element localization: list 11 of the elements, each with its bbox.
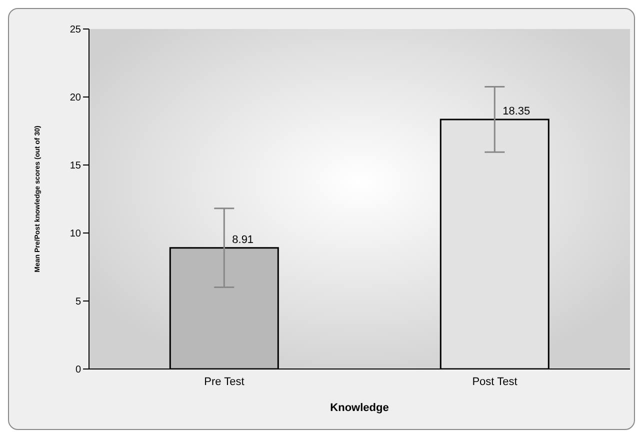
y-tick-label: 25 — [70, 24, 82, 36]
x-tick-label: Pre Test — [204, 376, 244, 388]
y-tick-label: 15 — [70, 160, 82, 172]
y-tick-label: 20 — [70, 92, 82, 104]
data-label: 18.35 — [502, 105, 530, 118]
data-label: 8.91 — [232, 234, 254, 246]
x-tick-label: Post Test — [472, 376, 518, 388]
y-tick-label: 10 — [70, 228, 82, 240]
y-tick-label: 0 — [75, 364, 82, 376]
x-axis-title: Knowledge — [330, 402, 389, 414]
y-tick-label: 5 — [75, 296, 82, 308]
